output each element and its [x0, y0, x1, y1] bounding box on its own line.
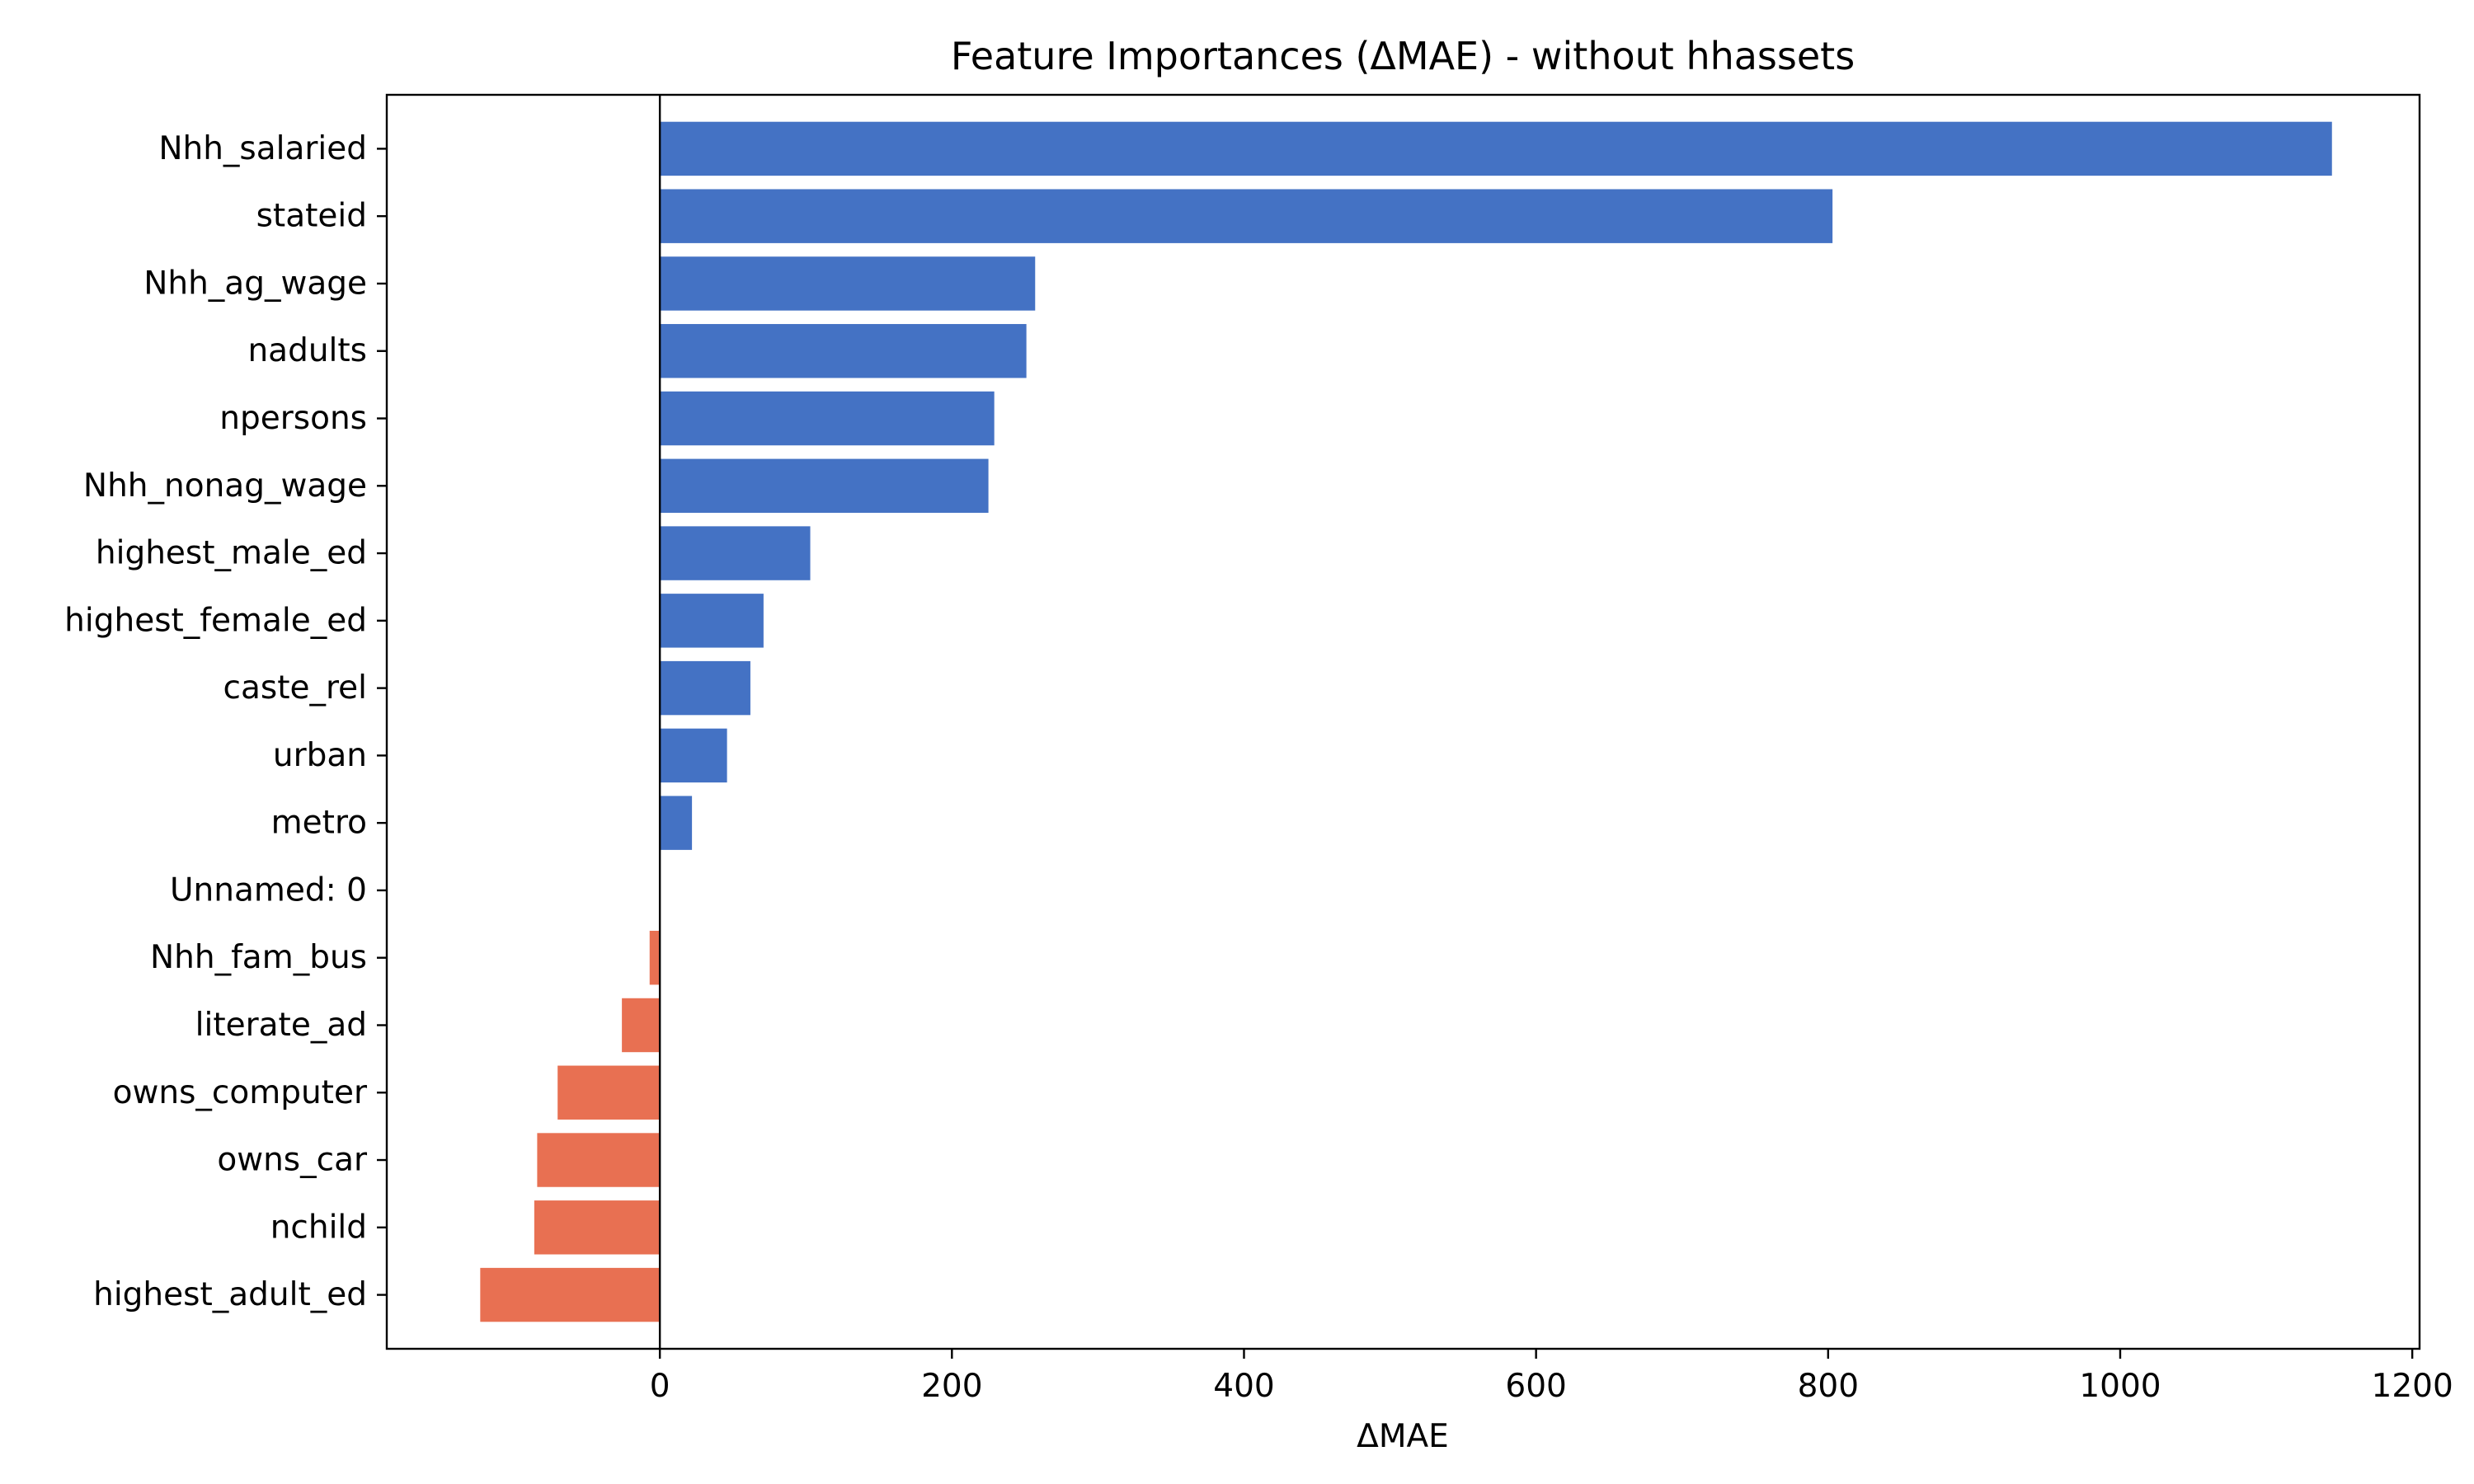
bars-layer — [480, 121, 2332, 1322]
bar-literate-ad — [622, 998, 661, 1053]
y-tick-label: nadults — [247, 332, 367, 369]
bar-highest-adult-ed — [480, 1267, 661, 1322]
y-tick-label: owns_car — [217, 1142, 368, 1179]
x-tick-label: 600 — [1505, 1368, 1566, 1405]
x-tick-label: 1200 — [2372, 1368, 2453, 1405]
bar-caste-rel — [660, 660, 750, 716]
bar-nhh-fam-bus — [649, 931, 661, 985]
y-tick-label: Nhh_fam_bus — [150, 939, 367, 976]
bar-highest-female-ed — [660, 594, 764, 648]
bar-nhh-nonag-wage — [660, 458, 989, 513]
x-tick-label: 200 — [921, 1368, 982, 1405]
bar-owns-computer — [557, 1065, 661, 1120]
bar-nadults — [660, 324, 1027, 378]
y-tick-label: Nhh_ag_wage — [143, 265, 367, 302]
y-tick-label: caste_rel — [223, 669, 367, 707]
y-tick-label: highest_male_ed — [96, 535, 367, 572]
y-tick-label: nchild — [270, 1209, 367, 1246]
y-tick-label: Nhh_nonag_wage — [83, 467, 367, 505]
bar-owns-car — [537, 1133, 661, 1187]
x-tick-label: 0 — [650, 1368, 670, 1405]
y-tick-label: stateid — [256, 198, 367, 235]
x-axis-label: ΔMAE — [1357, 1418, 1449, 1455]
y-tick-label: Unnamed: 0 — [170, 871, 367, 909]
y-tick-label: owns_computer — [113, 1074, 368, 1111]
y-tick-label: Nhh_salaried — [158, 130, 367, 167]
bar-npersons — [660, 391, 995, 446]
bar-urban — [660, 728, 727, 783]
bar-nhh-salaried — [660, 121, 2332, 176]
x-tick-label: 800 — [1798, 1368, 1859, 1405]
plot-frame — [385, 93, 2421, 1350]
y-tick-label: highest_female_ed — [64, 602, 367, 639]
bar-highest-male-ed — [660, 526, 811, 580]
chart-title: Feature Importances (ΔMAE) - without hha… — [951, 34, 1855, 78]
y-tick-label: highest_adult_ed — [93, 1276, 367, 1313]
x-axis-ticks: 0 200 400 600 800 1000 1200 — [650, 1349, 2453, 1405]
bar-nchild — [534, 1200, 661, 1255]
x-tick-label: 400 — [1213, 1368, 1274, 1405]
y-tick-label: metro — [271, 805, 367, 842]
x-tick-label: 1000 — [2079, 1368, 2161, 1405]
y-tick-label: npersons — [219, 400, 367, 437]
bar-stateid — [660, 189, 1833, 243]
y-tick-label: urban — [273, 737, 367, 774]
bar-metro — [660, 796, 693, 850]
y-tick-label: literate_ad — [195, 1007, 367, 1044]
bar-nhh-ag-wage — [660, 256, 1036, 311]
